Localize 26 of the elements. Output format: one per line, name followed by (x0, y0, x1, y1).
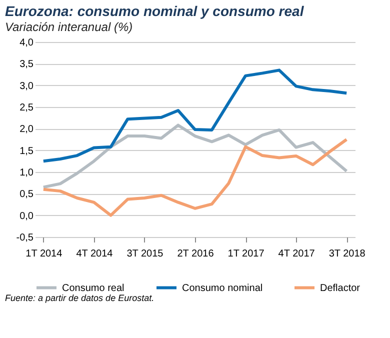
source-note: Fuente: a partir de datos de Eurostat. (5, 293, 154, 303)
x-tick-label: 4T 2017 (278, 248, 316, 260)
legend-label: Consumo real (62, 282, 124, 294)
x-tick-label: 4T 2014 (76, 248, 114, 260)
line-series (42, 68, 348, 163)
x-tick-label: 3T 2018 (328, 248, 366, 260)
y-tick-label: -0,5 (16, 232, 34, 244)
chart-subtitle: Variación interanual (%) (5, 20, 133, 34)
x-tick-label: 1T 2014 (26, 248, 63, 260)
y-tick-label: 0,5 (20, 189, 34, 200)
legend-label: Consumo nominal (182, 282, 263, 294)
y-tick-label: 1,5 (20, 146, 34, 157)
x-tick-label: 2T 2016 (177, 248, 214, 260)
chart-title: Eurozona: consumo nominal y consumo real (5, 3, 305, 19)
y-tick-label: 2,0 (20, 124, 34, 136)
y-tick-label: 3,5 (20, 59, 34, 70)
y-tick-label: 0,0 (20, 210, 34, 222)
x-tick-label: 3T 2015 (126, 248, 164, 260)
legend-label: Deflactor (320, 282, 361, 294)
y-tick-label: 1,0 (20, 168, 34, 178)
y-tick-label: 4,0 (20, 38, 34, 48)
line-series (42, 124, 348, 189)
x-tick-label: 1T 2017 (228, 248, 265, 260)
y-tick-label: 3,0 (20, 80, 34, 92)
y-tick-label: 2,5 (20, 102, 34, 114)
line-series (42, 138, 348, 217)
